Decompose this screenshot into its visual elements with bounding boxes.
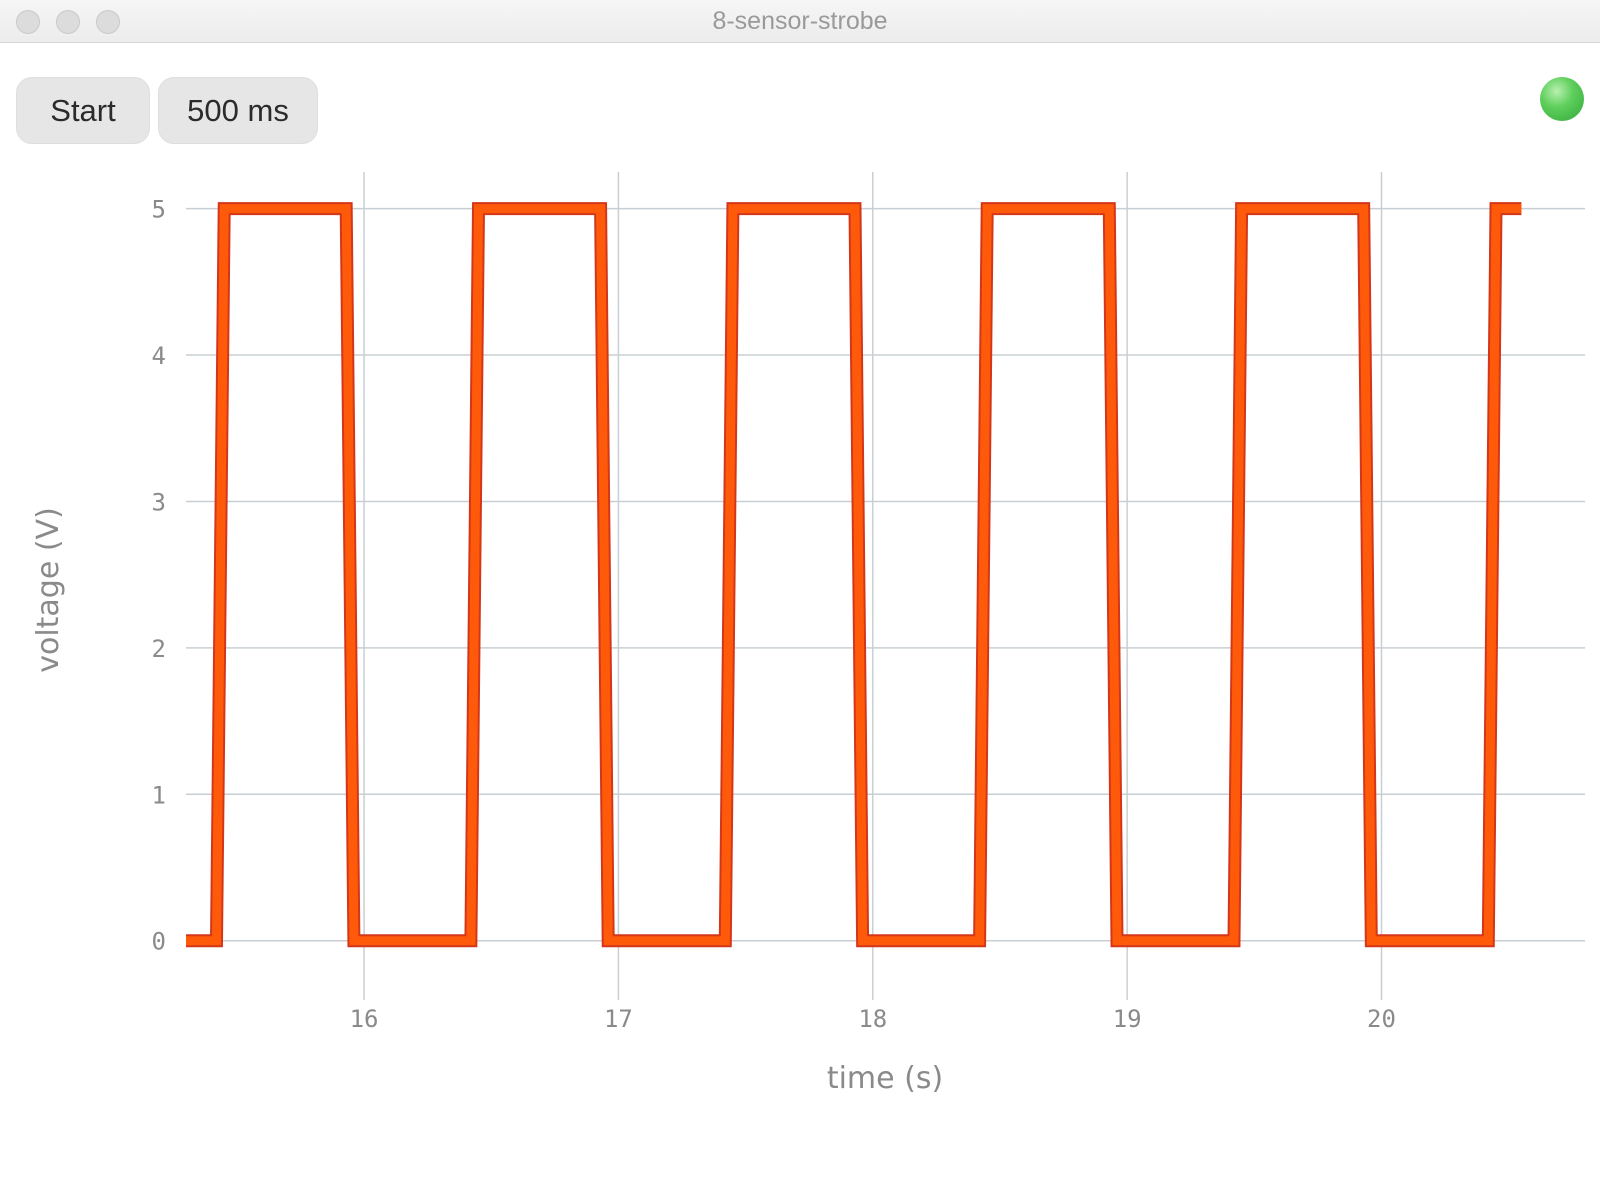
start-button[interactable]: Start [16,77,150,144]
interval-button[interactable]: 500 ms [158,77,318,144]
y-tick-label: 5 [152,196,166,224]
y-tick-label: 1 [152,781,166,809]
x-axis-label: time (s) [827,1061,943,1096]
close-window-button[interactable] [16,10,40,34]
zoom-window-button[interactable] [96,10,120,34]
x-tick-label: 18 [858,1005,887,1033]
y-axis-label: voltage (V) [31,507,66,673]
y-tick-label: 3 [152,488,166,516]
x-tick-label: 17 [604,1005,633,1033]
series-line [186,204,1522,946]
y-tick-label: 4 [152,342,166,370]
status-led-icon [1540,77,1584,121]
x-tick-label: 20 [1367,1005,1396,1033]
voltage-chart: 0 1 2 3 4 5 16 17 18 19 20 time (s) voltage (V) [31,172,1585,1096]
y-tick-label: 0 [152,928,166,956]
y-axis-ticks: 0 1 2 3 4 5 [152,196,166,956]
x-axis-ticks: 16 17 18 19 20 [350,1005,1396,1033]
chart-series [185,202,1522,948]
x-tick-label: 19 [1113,1005,1142,1033]
title-bar: 8-sensor-strobe [0,0,1600,43]
y-tick-label: 2 [152,635,166,663]
minimize-window-button[interactable] [56,10,80,34]
x-tick-label: 16 [350,1005,379,1033]
window-title: 8-sensor-strobe [712,7,888,35]
